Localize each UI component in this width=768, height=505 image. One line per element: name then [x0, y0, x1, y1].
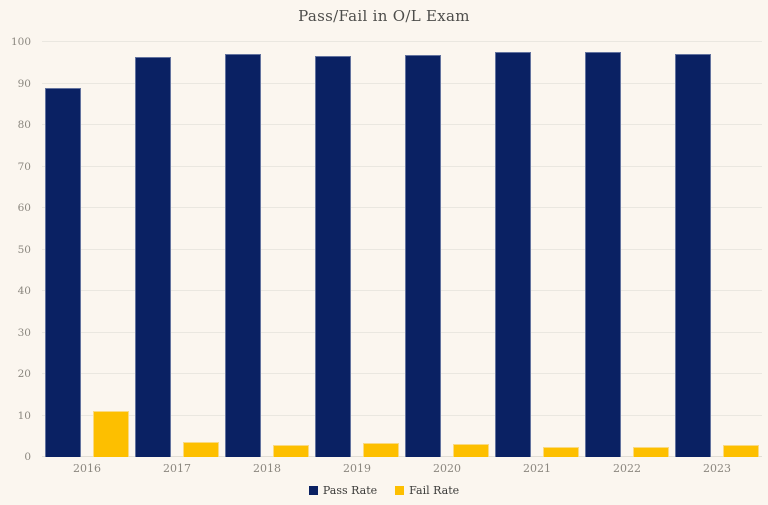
x-axis: 2016 2017 2018 2019 2020 2021 2022 2023	[42, 462, 762, 475]
grid-line	[42, 290, 762, 291]
x-axis-tick-label: 2023	[703, 462, 731, 475]
fail-bar-2023	[723, 444, 759, 457]
legend: Pass Rate Fail Rate	[0, 484, 768, 497]
x-axis-tick-label: 2016	[73, 462, 101, 475]
fail-bar-2018	[273, 445, 309, 457]
bar-group-2022	[582, 42, 672, 457]
grid-line	[42, 373, 762, 374]
y-axis-tick-label: 90	[17, 77, 31, 90]
y-axis-tick-label: 30	[17, 326, 31, 339]
bar-group-2019	[312, 42, 402, 457]
x-axis-tick-label: 2021	[523, 462, 551, 475]
y-axis-tick-label: 0	[24, 451, 31, 463]
fail-bar-2019	[363, 443, 399, 457]
grid-line	[42, 207, 762, 208]
y-axis-tick-label: 40	[17, 285, 31, 297]
grid-line	[42, 124, 762, 125]
bar-group-2017	[132, 42, 222, 457]
pass-bar-2016	[45, 87, 81, 457]
fail-legend-swatch	[395, 486, 405, 495]
bar-group-2018	[222, 42, 312, 457]
x-axis-tick-label: 2020	[433, 462, 461, 475]
pass-bar-2020	[405, 55, 441, 457]
grid-line	[42, 165, 762, 167]
pass-bar-2021	[495, 52, 531, 457]
x-axis-baseline	[42, 456, 762, 457]
legend-label: Fail Rate	[409, 484, 460, 497]
x-axis-tick-label: 2018	[253, 462, 281, 475]
fail-bar-2020	[453, 443, 489, 457]
y-axis-tick-label: 70	[17, 160, 31, 173]
y-axis-tick-label: 80	[17, 119, 31, 131]
fail-bar-2017	[183, 442, 219, 457]
x-axis-tick-label: 2019	[343, 462, 371, 475]
y-axis-tick-label: 60	[17, 202, 31, 214]
bar-group-2021	[492, 42, 582, 457]
fail-bar-2016	[93, 411, 129, 457]
grid-line	[42, 414, 762, 416]
pass-legend-swatch	[308, 486, 318, 495]
pass-bar-2019	[315, 55, 351, 457]
bar-groups	[42, 42, 762, 457]
pass-bar-2023	[675, 54, 711, 457]
pass-bar-2022	[585, 51, 621, 457]
y-axis: 0 10 20 30 40 50 60 70 80 90 100	[0, 36, 36, 463]
y-axis-tick-label: 50	[17, 243, 31, 256]
chart-title: Pass/Fail in O/L Exam	[298, 7, 470, 25]
fail-bar-2022	[633, 447, 669, 457]
pass-bar-2017	[135, 56, 171, 457]
x-axis-tick-label: 2022	[613, 462, 641, 475]
bar-group-2023	[672, 42, 762, 457]
x-axis-tick-label: 2017	[163, 462, 191, 475]
fail-bar-2021	[543, 446, 579, 457]
legend-label: Pass Rate	[322, 484, 378, 497]
plot-area	[42, 41, 762, 457]
legend-item-fail: Fail Rate	[395, 484, 459, 497]
y-axis-tick-label: 20	[17, 368, 31, 380]
bar-group-2020	[402, 42, 492, 457]
y-axis-tick-label: 10	[17, 409, 31, 422]
legend-item-pass: Pass Rate	[308, 484, 378, 497]
bar-group-2016	[42, 42, 132, 457]
y-axis-tick-label: 100	[10, 36, 31, 48]
grid-line	[42, 248, 762, 250]
grid-line	[42, 41, 762, 42]
grid-line	[42, 82, 762, 84]
pass-bar-2018	[225, 53, 261, 457]
grid-line	[42, 331, 762, 333]
